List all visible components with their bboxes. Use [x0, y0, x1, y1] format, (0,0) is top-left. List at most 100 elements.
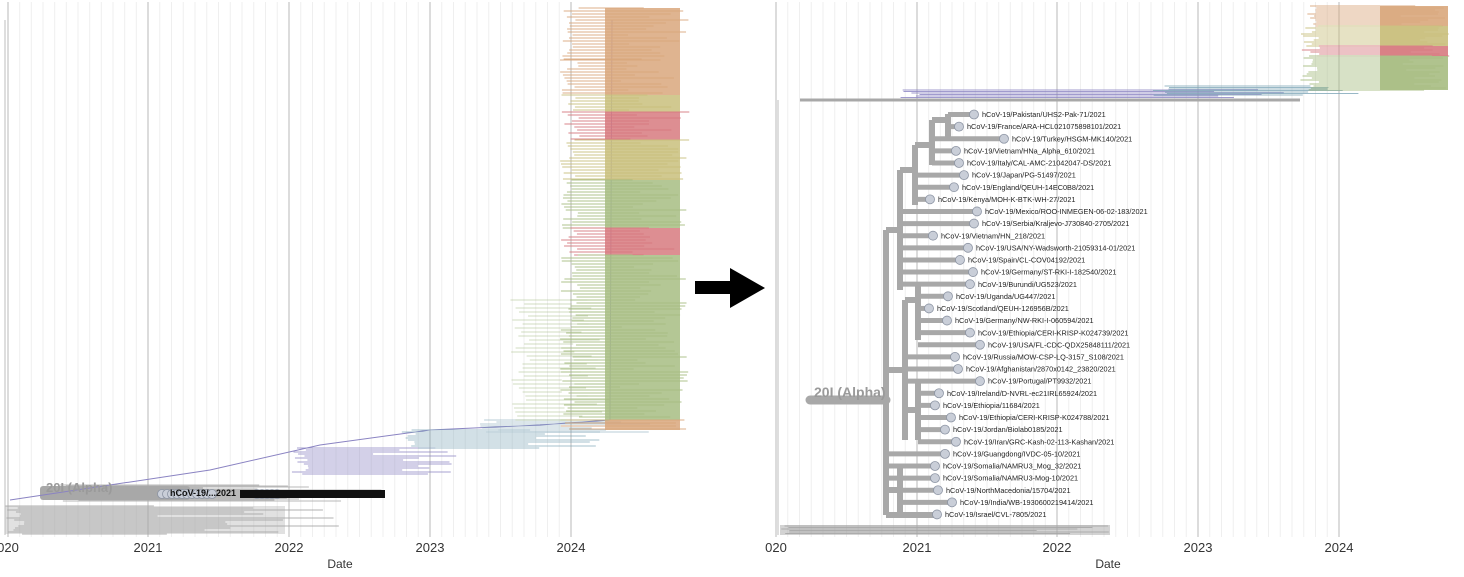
left-overlap-label: hCoV-19/...2021	[170, 488, 236, 498]
tip-marker	[969, 218, 979, 229]
tip-marker	[928, 230, 938, 241]
tip-label: hCoV-19/USA/NY-Wadsworth-21059314-01/202…	[976, 243, 1135, 252]
x-tick-label: 2023	[416, 540, 445, 555]
left-x-axis-ticks: 020 2021 2022 2023 2024	[0, 540, 585, 555]
tip-marker	[946, 412, 956, 423]
tip-label: hCoV-19/Spain/CL-COV04192/2021	[968, 256, 1085, 265]
tip-label: hCoV-19/Germany/ST-RKI-I-182540/2021	[981, 268, 1116, 277]
tip-marker	[207, 489, 217, 499]
tip-label: hCoV-19/Kenya/MOH-K-BTK-WH-27/2021	[938, 195, 1075, 204]
tip-label: hCoV-19/Jordan/Biolab0185/2021	[953, 425, 1063, 434]
right-clade-label: 20I (Alpha)	[814, 384, 886, 400]
right-tree-branches	[777, 5, 1450, 535]
tip-label: hCoV-19/NorthMacedonia/15704/2021	[946, 486, 1071, 495]
tip-marker	[963, 242, 973, 253]
tip-marker	[934, 388, 944, 399]
left-tree-panel: 20I (Alpha) hCoV-19/...2021 020 2021 2022 2…	[0, 2, 690, 571]
clade-fill	[1380, 56, 1448, 90]
tip-label: hCoV-19/Turkey/HSGM-MK140/2021	[1012, 134, 1132, 143]
tip-label: hCoV-19/Japan/PG-51497/2021	[972, 171, 1076, 180]
tip-marker	[932, 509, 942, 520]
clade-fill	[1380, 46, 1448, 56]
tip-marker	[969, 109, 979, 120]
tip-label: hCoV-19/Portugal/PT9932/2021	[988, 377, 1091, 386]
left-x-axis-title: Date	[327, 557, 353, 571]
right-x-axis-title: Date	[1095, 557, 1121, 571]
right-x-axis-ticks: 020 2021 2022 2023 2024	[765, 540, 1353, 555]
tip-marker	[949, 182, 959, 193]
tip-marker	[933, 485, 943, 496]
left-tip-markers	[157, 489, 385, 499]
clade-fill	[1380, 6, 1448, 26]
tip-marker	[924, 303, 934, 314]
tip-label: hCoV-19/England/QEUH-14EC0B8/2021	[962, 183, 1094, 192]
left-clade-label: 20I (Alpha)	[46, 480, 112, 495]
tip-label: hCoV-19/Mexico/ROO-INMEGEN-06-02-183/202…	[985, 207, 1148, 216]
tip-marker	[942, 315, 952, 326]
left-gridlines	[7, 2, 572, 537]
tip-marker	[999, 133, 1009, 144]
tip-label: hCoV-19/Ethiopia/11684/2021	[943, 401, 1040, 410]
tip-label: hCoV-19/Pakistan/UHS2-Pak-71/2021	[982, 110, 1106, 119]
x-tick-label: 2022	[275, 540, 304, 555]
tip-label: hCoV-19/Uganda/UG447/2021	[956, 292, 1055, 301]
clade-fill	[605, 420, 680, 430]
tip-marker	[925, 194, 935, 205]
right-tip-markers: hCoV-19/Pakistan/UHS2-Pak-71/2021 hCoV-19…	[924, 109, 1148, 520]
tip-marker	[930, 400, 940, 411]
tip-label: hCoV-19/Somalia/NAMRU3-Mog-10/2021	[943, 474, 1078, 483]
x-tick-label: 2024	[1325, 540, 1354, 555]
x-tick-label: 2022	[1043, 540, 1072, 555]
tip-marker	[947, 497, 957, 508]
clade-fill	[605, 8, 680, 60]
tip-marker	[943, 291, 953, 302]
clade-fill	[605, 255, 680, 420]
tip-label: hCoV-19/Ethiopia/CERI-KRISP-K024788/2021	[959, 413, 1110, 422]
x-tick-label: 2023	[1184, 540, 1213, 555]
x-tick-label: 020	[765, 540, 787, 555]
tip-label: hCoV-19/Vietnam/HNa_Alpha_610/2021	[964, 146, 1095, 155]
tip-label: hCoV-19/India/WB-1930600219414/2021	[960, 498, 1093, 507]
tip-marker	[955, 255, 965, 265]
tip-marker	[930, 473, 940, 484]
clade-fill	[605, 228, 680, 255]
tip-label: hCoV-19/Afghanistan/2870x0142_23820/2021	[966, 365, 1116, 374]
tip-label: hCoV-19/Russia/MOW-CSP-LQ-3157_S108/2021	[963, 353, 1124, 362]
tip-marker	[930, 461, 940, 471]
tip-label: hCoV-19/France/ARA-HCL021075898101/2021	[967, 122, 1121, 131]
left-tree-branches	[4, 7, 690, 535]
tip-label: hCoV-19/Israel/CVL-7805/2021	[945, 510, 1046, 519]
tip-marker	[975, 339, 985, 350]
transition-arrow	[695, 268, 765, 308]
tip-marker	[954, 121, 964, 132]
tip-marker	[965, 279, 975, 290]
tip-marker	[940, 424, 950, 435]
x-tick-label: 020	[0, 540, 19, 555]
clade-fill	[605, 95, 680, 112]
tip-label: hCoV-19/USA/FL-CDC-QDX25848111/2021	[988, 340, 1130, 349]
tip-marker	[954, 158, 964, 168]
x-tick-label: 2021	[903, 540, 932, 555]
x-tick-label: 2021	[134, 540, 163, 555]
tip-marker	[972, 206, 982, 217]
tip-label: hCoV-19/Serbia/Kraljevo-J730840-2705/202…	[982, 219, 1129, 228]
tip-label: hCoV-19/Ireland/D-NVRL-ec21IRL65924/2021	[947, 389, 1097, 398]
tip-marker	[968, 267, 978, 277]
right-tree-panel: hCoV-19/Pakistan/UHS2-Pak-71/2021 hCoV-19…	[765, 2, 1450, 571]
clade-fill	[605, 112, 680, 140]
tip-marker	[950, 351, 960, 362]
tip-marker	[965, 327, 975, 338]
tip-marker	[951, 145, 961, 156]
tip-label: hCoV-19/Ethiopia/CERI-KRISP-K024739/2021	[978, 328, 1129, 337]
tip-marker	[940, 448, 950, 459]
tip-label: hCoV-19/Iran/GRC-Kash-02-113-Kashan/2021	[964, 437, 1114, 446]
tip-marker	[951, 436, 961, 447]
tip-label: hCoV-19/Somalia/NAMRU3_Mog_32/2021	[943, 462, 1081, 471]
tip-label: hCoV-19/Germany/NW-RKI-I-060594/2021	[955, 316, 1094, 325]
tip-label: hCoV-19/Burundi/UG523/2021	[978, 280, 1077, 289]
tip-label: hCoV-19/Scotland/QEUH-126956B/2021	[937, 304, 1069, 313]
tip-marker	[959, 170, 969, 181]
tip-label: hCoV-19/Italy/CAL-AMC-21042047-DS/2021	[967, 159, 1111, 168]
tip-label: hCoV-19/Vietnam/HN_218/2021	[941, 231, 1045, 240]
